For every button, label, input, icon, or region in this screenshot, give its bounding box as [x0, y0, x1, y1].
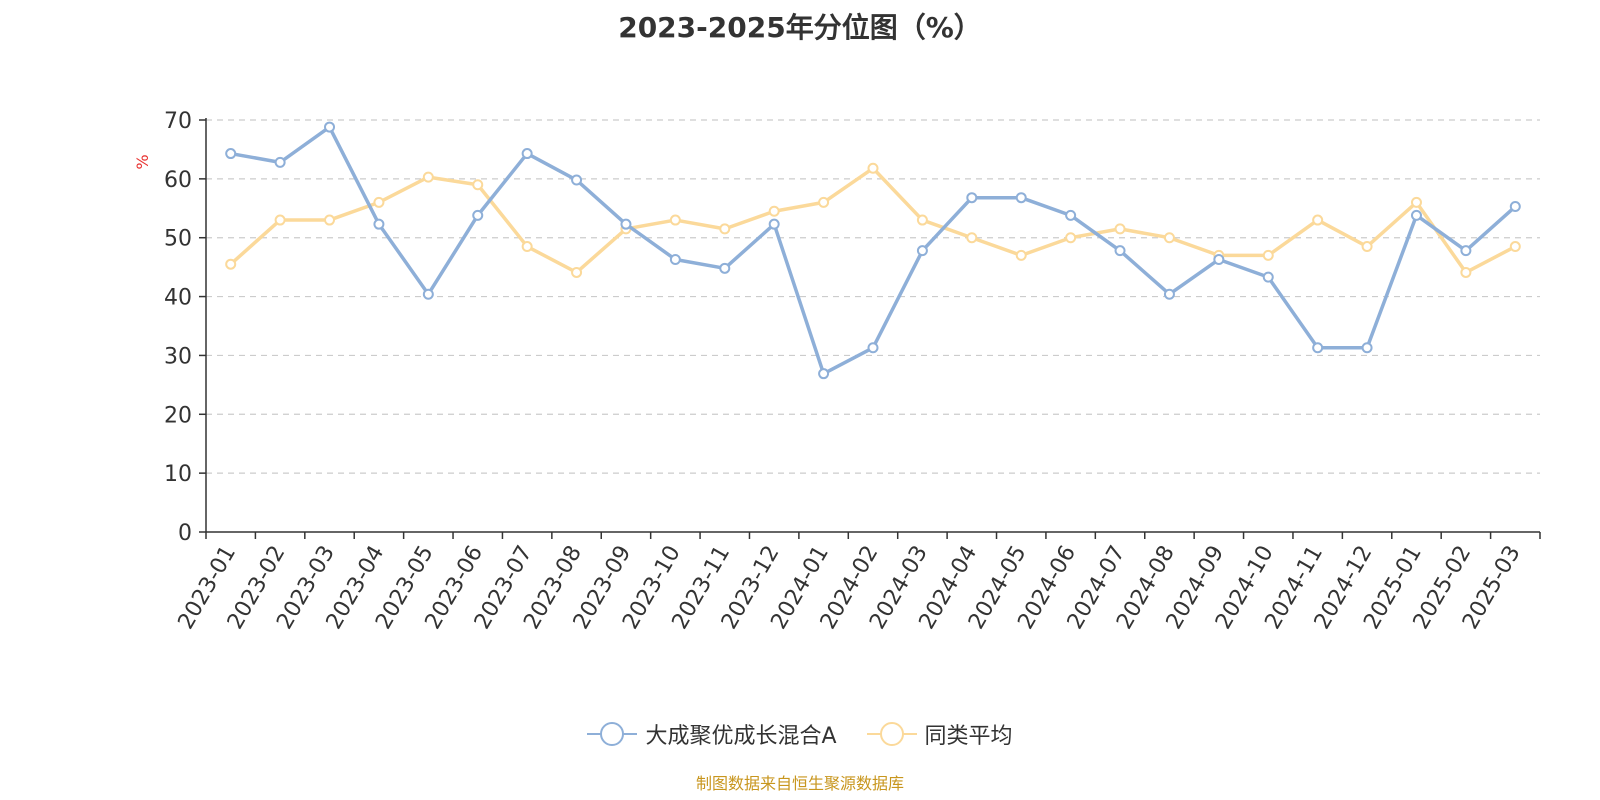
point-0-2024-09: [1213, 253, 1225, 265]
point-1-2023-02: [274, 214, 286, 226]
point-0-2023-03: [324, 121, 336, 133]
point-1-2024-01: [818, 196, 830, 208]
y-tick-label-10: 10: [164, 462, 192, 487]
point-1-2025-03: [1509, 241, 1521, 253]
y-axis-label: %: [133, 154, 152, 169]
point-1-2025-02: [1460, 266, 1472, 278]
point-0-2025-03: [1509, 201, 1521, 213]
point-1-2023-04: [373, 196, 385, 208]
point-1-2024-03: [916, 214, 928, 226]
point-0-2025-02: [1460, 245, 1472, 257]
point-0-2023-09: [620, 218, 632, 230]
legend-symbol-series-b: [866, 722, 917, 746]
point-0-2025-01: [1410, 209, 1422, 221]
legend-item-series-a[interactable]: 大成聚优成长混合A: [587, 718, 837, 750]
source-note: 制图数据来自恒生聚源数据库: [695, 774, 904, 793]
point-1-2024-10: [1262, 249, 1274, 261]
point-1-2023-08: [571, 266, 583, 278]
point-0-2023-08: [571, 174, 583, 186]
y-tick-label-70: 70: [164, 109, 192, 134]
point-0-2024-03: [916, 245, 928, 257]
point-0-2023-06: [472, 209, 484, 221]
point-0-2024-07: [1114, 245, 1126, 257]
point-1-2024-12: [1361, 241, 1373, 253]
point-0-2023-01: [225, 148, 237, 160]
y-tick-label-30: 30: [164, 344, 192, 369]
point-0-2024-08: [1163, 288, 1175, 300]
y-tick-label-60: 60: [164, 168, 192, 193]
legend-label-series-b: 同类平均: [924, 724, 1013, 749]
point-0-2024-06: [1065, 209, 1077, 221]
point-1-2024-04: [966, 232, 978, 244]
point-1-2024-08: [1163, 232, 1175, 244]
point-1-2023-06: [472, 179, 484, 191]
point-1-2024-05: [1015, 249, 1027, 261]
legend-label-series-a: 大成聚优成长混合A: [645, 724, 837, 749]
point-1-2025-01: [1410, 196, 1422, 208]
point-1-2023-11: [719, 223, 731, 235]
point-1-2024-06: [1065, 232, 1077, 244]
point-1-2024-11: [1312, 214, 1324, 226]
point-1-2023-01: [225, 258, 237, 270]
y-tick-label-20: 20: [164, 403, 192, 428]
point-0-2024-11: [1312, 342, 1324, 354]
point-0-2023-10: [669, 253, 681, 265]
point-1-2024-02: [867, 162, 879, 174]
point-0-2023-05: [422, 288, 434, 300]
legend-item-series-b[interactable]: 同类平均: [866, 718, 1013, 750]
point-0-2023-02: [274, 156, 286, 168]
point-0-2024-02: [867, 342, 879, 354]
point-0-2023-07: [521, 148, 533, 160]
point-0-2024-05: [1015, 192, 1027, 204]
legend-symbol-series-a: [587, 722, 638, 746]
point-1-2023-12: [768, 205, 780, 217]
point-1-2023-07: [521, 241, 533, 253]
point-1-2023-03: [324, 214, 336, 226]
point-0-2023-04: [373, 218, 385, 230]
y-tick-label-50: 50: [164, 227, 192, 252]
y-tick-label-0: 0: [178, 521, 192, 546]
chart-title: 2023-2025年分位图（%）: [618, 11, 982, 44]
legend: 大成聚优成长混合A 同类平均: [0, 718, 1600, 750]
point-0-2023-12: [768, 218, 780, 230]
y-tick-label-40: 40: [164, 286, 192, 311]
point-1-2023-10: [669, 214, 681, 226]
point-1-2023-05: [422, 171, 434, 183]
point-0-2024-04: [966, 192, 978, 204]
point-1-2024-07: [1114, 223, 1126, 235]
point-0-2024-12: [1361, 342, 1373, 354]
point-0-2023-11: [719, 262, 731, 274]
point-0-2024-10: [1262, 271, 1274, 283]
point-0-2024-01: [818, 368, 830, 380]
